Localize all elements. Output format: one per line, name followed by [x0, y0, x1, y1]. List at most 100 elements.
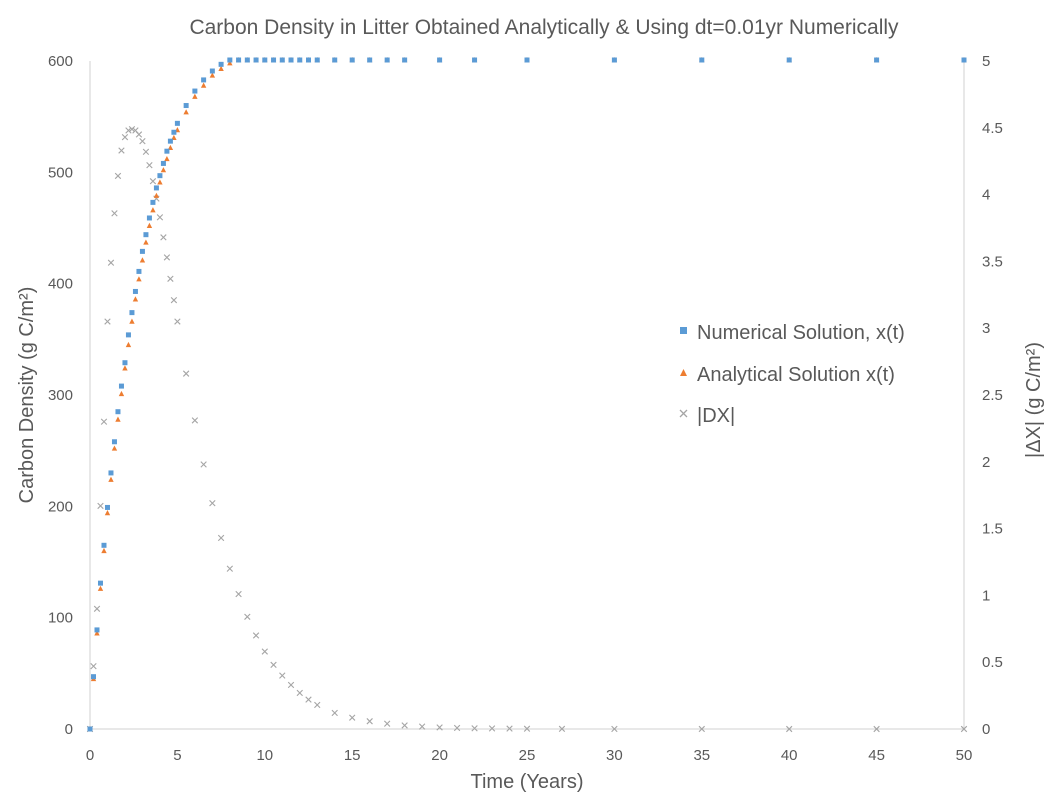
- data-point-numerical: [384, 57, 390, 63]
- data-point-dx: [252, 632, 260, 639]
- x-tick-label: 25: [519, 747, 536, 764]
- data-point-dx: [960, 725, 968, 733]
- data-point-analytical: [108, 476, 114, 482]
- data-point-analytical: [227, 60, 233, 66]
- data-point-dx: [163, 254, 171, 261]
- data-point-dx: [523, 725, 531, 732]
- data-point-dx: [611, 725, 618, 733]
- data-point-numerical: [153, 185, 159, 191]
- y-right-tick-label: 2.5: [982, 387, 1003, 404]
- data-point-dx: [114, 172, 122, 180]
- series-1: [87, 57, 967, 732]
- x-tick-label: 30: [606, 747, 623, 764]
- x-tick-label: 5: [173, 747, 181, 764]
- data-point-numerical: [183, 103, 189, 109]
- data-point-analytical: [122, 365, 128, 371]
- data-point-numerical: [90, 674, 96, 680]
- legend-marker-x: [679, 409, 688, 418]
- data-point-dx: [104, 318, 111, 325]
- data-point-dx: [305, 696, 312, 703]
- data-point-numerical: [524, 57, 530, 63]
- data-point-dx: [93, 605, 101, 612]
- legend-item-numerical: Numerical Solution, x(t): [680, 322, 905, 344]
- data-point-numerical: [472, 57, 478, 63]
- data-point-dx: [135, 131, 143, 138]
- data-point-analytical: [94, 630, 100, 636]
- data-point-dx: [235, 590, 242, 598]
- data-point-analytical: [132, 296, 139, 302]
- data-point-numerical: [349, 57, 355, 63]
- data-point-analytical: [209, 72, 216, 78]
- data-point-numerical: [367, 57, 373, 63]
- y-left-tick-label: 0: [65, 721, 73, 738]
- x-tick-label: 40: [781, 747, 798, 764]
- series-0: [87, 57, 967, 732]
- data-point-numerical: [122, 360, 128, 366]
- data-point-dx: [471, 725, 478, 732]
- data-point-numerical: [171, 129, 177, 135]
- data-point-numerical: [139, 248, 145, 254]
- data-point-numerical: [129, 310, 135, 316]
- data-point-dx: [349, 714, 356, 721]
- data-point-dx: [558, 725, 566, 733]
- data-point-dx: [383, 720, 391, 727]
- data-point-analytical: [192, 93, 198, 99]
- data-point-analytical: [118, 390, 125, 397]
- data-point-dx: [418, 723, 426, 730]
- data-point-dx: [296, 689, 303, 697]
- data-point-numerical: [136, 268, 142, 274]
- data-point-analytical: [136, 276, 142, 282]
- data-point-dx: [139, 137, 146, 145]
- legend-label-numerical: Numerical Solution, x(t): [697, 322, 905, 344]
- y-right-tick-label: 3: [982, 320, 990, 337]
- data-point-analytical: [160, 167, 167, 173]
- data-point-numerical: [146, 215, 152, 221]
- x-tick-label: 15: [344, 747, 361, 764]
- data-point-numerical: [611, 57, 617, 63]
- data-point-numerical: [104, 504, 110, 510]
- data-point-analytical: [125, 341, 132, 348]
- data-point-dx: [331, 709, 338, 717]
- data-point-numerical: [143, 232, 149, 238]
- data-point-numerical: [786, 57, 792, 63]
- data-point-numerical: [271, 57, 277, 63]
- legend-item-dx: |DX|: [679, 405, 735, 427]
- data-point-numerical: [115, 409, 121, 415]
- data-point-analytical: [183, 109, 189, 115]
- data-point-dx: [209, 500, 216, 507]
- data-point-dx: [107, 259, 115, 266]
- data-point-numerical: [437, 57, 443, 63]
- plot-area: [86, 57, 968, 733]
- data-point-numerical: [314, 57, 320, 63]
- y-left-tick-label: 400: [48, 276, 73, 293]
- y-left-axis-title: Carbon Density (g C/m²): [16, 287, 38, 504]
- data-point-dx: [287, 681, 295, 689]
- data-point-dx: [160, 234, 167, 241]
- data-point-dx: [244, 613, 251, 620]
- data-point-numerical: [160, 160, 166, 166]
- data-point-numerical: [699, 57, 705, 63]
- data-point-numerical: [332, 57, 338, 63]
- data-point-numerical: [961, 57, 967, 63]
- data-point-analytical: [115, 416, 121, 422]
- data-point-dx: [217, 534, 225, 542]
- data-point-dx: [146, 162, 153, 169]
- data-point-numerical: [157, 173, 163, 179]
- data-point-numerical: [227, 57, 233, 63]
- data-point-numerical: [111, 439, 117, 445]
- legend: Numerical Solution, x(t) Analytical Solu…: [679, 322, 905, 427]
- data-point-analytical: [200, 82, 207, 88]
- y-left-tick-labels: 0 100 200 300 400 500 600: [48, 53, 73, 738]
- data-point-analytical: [97, 585, 104, 591]
- legend-label-analytical: Analytical Solution x(t): [697, 364, 895, 386]
- y-right-tick-label: 2: [982, 454, 990, 471]
- data-point-numerical: [288, 57, 294, 63]
- data-point-dx: [226, 565, 234, 572]
- y-left-tick-label: 300: [48, 387, 73, 404]
- data-point-numerical: [101, 542, 107, 548]
- y-right-tick-label: 5: [982, 53, 990, 70]
- y-left-tick-label: 200: [48, 498, 73, 515]
- y-left-tick-label: 500: [48, 164, 73, 181]
- data-point-numerical: [87, 726, 93, 732]
- data-point-numerical: [236, 57, 242, 63]
